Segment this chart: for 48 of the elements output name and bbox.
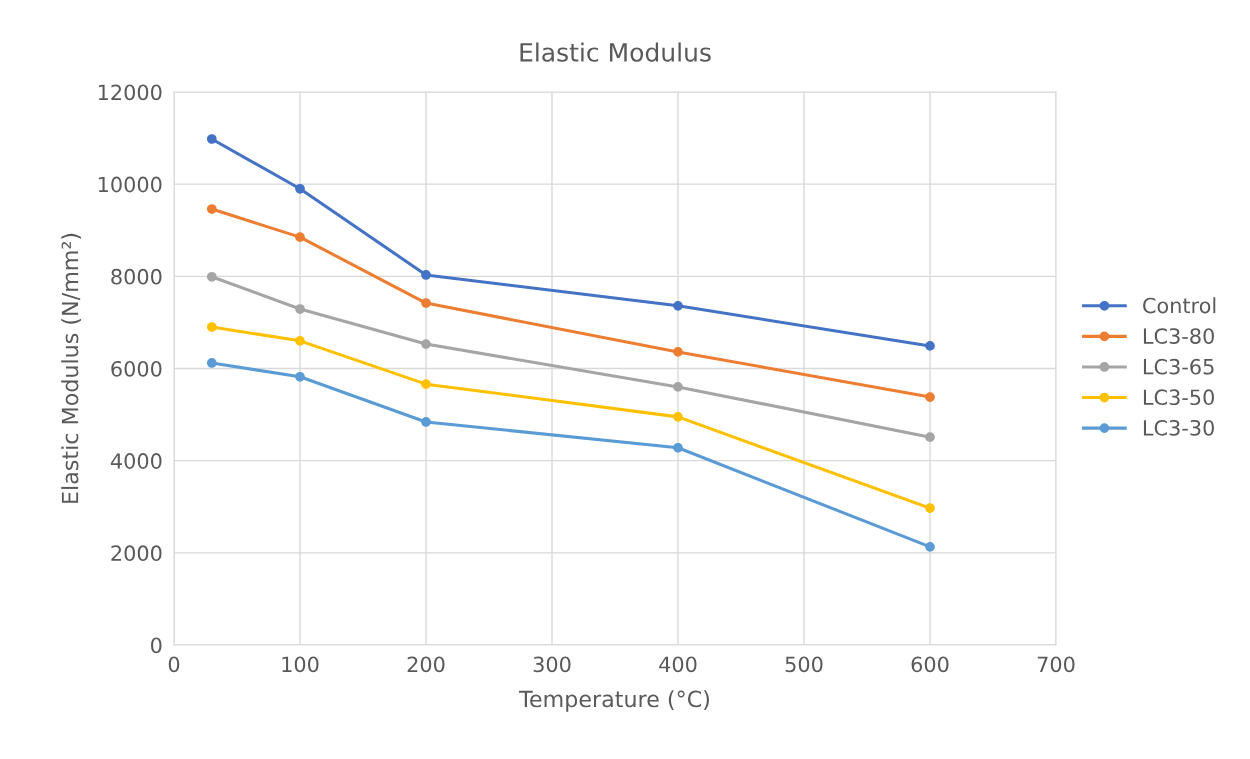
point (673, 442, 683, 453)
point (925, 432, 935, 443)
point (206, 322, 217, 332)
point (295, 232, 305, 243)
y-tick-label: 10000 (98, 176, 162, 193)
point (295, 183, 305, 194)
point (206, 134, 217, 144)
point (421, 270, 431, 280)
point (206, 271, 217, 282)
point (295, 371, 305, 382)
legend-label: LC3-30 (1143, 419, 1214, 436)
chart-title: Elastic Modulus (520, 42, 711, 62)
y-tick-label: 12000 (98, 84, 162, 101)
point (421, 298, 431, 308)
y-tick-label: 4000 (110, 453, 162, 469)
point (925, 392, 935, 402)
point (421, 379, 431, 390)
y-axis-title: Elastic Modulus (N/mm²) (61, 233, 82, 503)
point (206, 204, 217, 214)
point (925, 341, 935, 351)
point (421, 339, 431, 349)
x-tick-label: 400 (659, 656, 697, 673)
point (673, 412, 683, 422)
x-tick-label: 100 (282, 656, 319, 673)
x-tick-label: 0 (168, 656, 180, 673)
y-tick-label: 8000 (111, 268, 162, 285)
point (925, 541, 935, 552)
point (673, 382, 683, 392)
x-tick-label: 600 (911, 656, 949, 673)
legend-label: LC3-80 (1143, 328, 1214, 344)
y-tick-label: 6000 (111, 360, 162, 377)
x-tick-label: 300 (533, 656, 571, 673)
point (925, 503, 935, 513)
point (673, 347, 683, 357)
legend-label: Control (1143, 297, 1216, 314)
y-tick-label: 2000 (111, 545, 162, 562)
point (421, 417, 431, 427)
x-tick-label: 200 (407, 656, 445, 673)
x-tick-label: 700 (1037, 656, 1075, 673)
point (295, 304, 305, 314)
x-tick-label: 500 (785, 656, 823, 673)
legend-label: LC3-50 (1143, 389, 1214, 406)
y-tick-label: 0 (151, 637, 162, 654)
point (673, 300, 683, 311)
point (206, 358, 217, 368)
x-axis-title: Temperature (°C) (519, 690, 709, 712)
point (295, 335, 305, 346)
legend-label: LC3-65 (1143, 358, 1214, 375)
